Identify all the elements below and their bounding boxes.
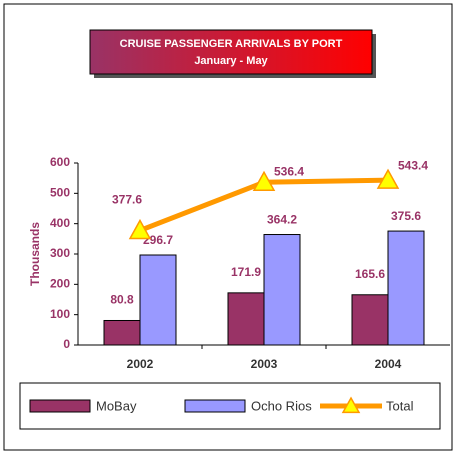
legend-label: MoBay — [96, 398, 137, 413]
legend-swatch — [29, 399, 91, 413]
legend-marker — [341, 396, 361, 414]
value-label: 364.2 — [267, 213, 297, 227]
line-marker — [376, 168, 400, 189]
legend-swatch — [184, 399, 246, 413]
x-tick-label: 2004 — [375, 357, 402, 371]
title-box — [89, 29, 373, 75]
value-label: 80.8 — [110, 293, 134, 307]
y-tick-label: 400 — [50, 216, 70, 230]
bar — [387, 230, 425, 346]
legend-label: Ocho Rios — [251, 398, 312, 413]
bar — [227, 292, 265, 346]
bar — [103, 319, 141, 346]
line-marker — [128, 218, 152, 240]
value-label: 377.6 — [112, 193, 142, 207]
value-label: 543.4 — [398, 158, 428, 172]
value-label: 171.9 — [231, 265, 261, 279]
legend-label: Total — [386, 398, 414, 413]
y-tick-label: 0 — [63, 337, 70, 351]
bar — [351, 294, 389, 346]
value-label: 536.4 — [274, 164, 304, 178]
y-tick-label: 600 — [50, 155, 70, 169]
value-label: 375.6 — [391, 209, 421, 223]
chart-title: CRUISE PASSENGER ARRIVALS BY PORT — [120, 38, 343, 50]
y-tick-label: 500 — [50, 186, 70, 200]
y-tick-label: 300 — [50, 246, 70, 260]
chart-frame — [3, 3, 453, 451]
chart-subtitle: January - May — [194, 55, 268, 67]
value-label: 165.6 — [355, 267, 385, 281]
y-tick-label: 200 — [50, 277, 70, 291]
line-marker — [252, 170, 276, 192]
value-label: 296.7 — [143, 233, 173, 247]
bar — [139, 254, 177, 346]
x-tick-label: 2002 — [127, 357, 154, 371]
y-tick-label: 100 — [50, 307, 70, 321]
x-tick-label: 2003 — [251, 357, 278, 371]
bar — [263, 234, 301, 346]
y-axis-label: Thousands — [28, 222, 42, 286]
